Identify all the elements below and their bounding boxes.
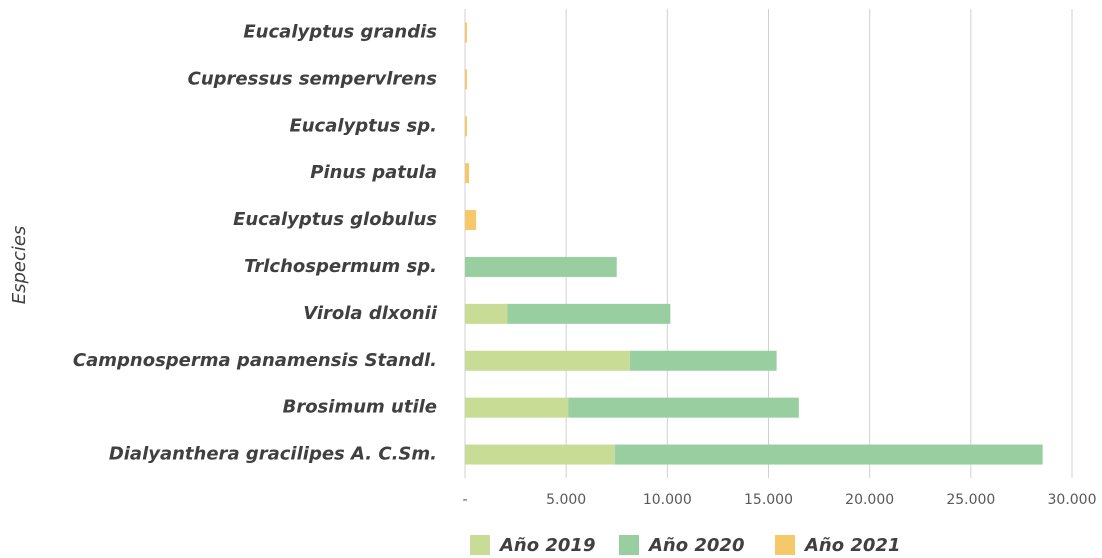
legend-label: Año 2020: [647, 535, 744, 556]
y-axis-label: Especies: [9, 226, 30, 305]
bar-segment: [629, 350, 777, 371]
y-tick-label: Dialyanthera gracilipes A. C.Sm.: [109, 444, 437, 465]
bar-segment: [465, 116, 468, 137]
bar-segment: [465, 256, 617, 277]
x-tick-label: 10.000: [643, 492, 692, 508]
x-tick-label: 20.000: [845, 492, 894, 508]
y-tick-label: Trlchospermum sp.: [244, 256, 437, 277]
x-tick-label: 15.000: [744, 492, 793, 508]
y-tick-label: Campnosperma panamensis Standl.: [73, 350, 437, 371]
legend-swatch: [619, 535, 639, 555]
bar-segment: [465, 303, 508, 324]
legend-swatch: [775, 535, 795, 555]
y-tick-label: Brosimum utile: [283, 397, 437, 418]
x-tick-label: -: [462, 492, 467, 508]
x-tick-label: 25.000: [946, 492, 995, 508]
bar-segment: [568, 397, 799, 418]
legend-label: Año 2019: [498, 535, 595, 556]
legend-swatch: [470, 535, 490, 555]
y-tick-label: Eucalyptus sp.: [289, 115, 437, 136]
y-tick-label: Cupressus sempervlrens: [188, 68, 438, 89]
bar-segment: [465, 444, 615, 465]
y-tick-label: Pinus patula: [310, 162, 437, 183]
bar-segment: [465, 210, 477, 231]
bar-segment: [465, 69, 468, 90]
bar-segment: [465, 22, 468, 43]
bar-segment: [465, 350, 630, 371]
x-tick-label: 30.000: [1048, 492, 1097, 508]
bar-segment: [465, 163, 470, 184]
y-tick-label: Virola dlxonii: [303, 303, 438, 324]
bar-segment: [465, 397, 569, 418]
legend-label: Año 2021: [803, 535, 900, 556]
x-tick-label: 5.000: [546, 492, 586, 508]
bar-segment: [507, 303, 671, 324]
y-tick-label: Eucalyptus globulus: [233, 209, 437, 230]
bar-segment: [614, 444, 1043, 465]
y-tick-label: Eucalyptus grandis: [243, 21, 437, 42]
